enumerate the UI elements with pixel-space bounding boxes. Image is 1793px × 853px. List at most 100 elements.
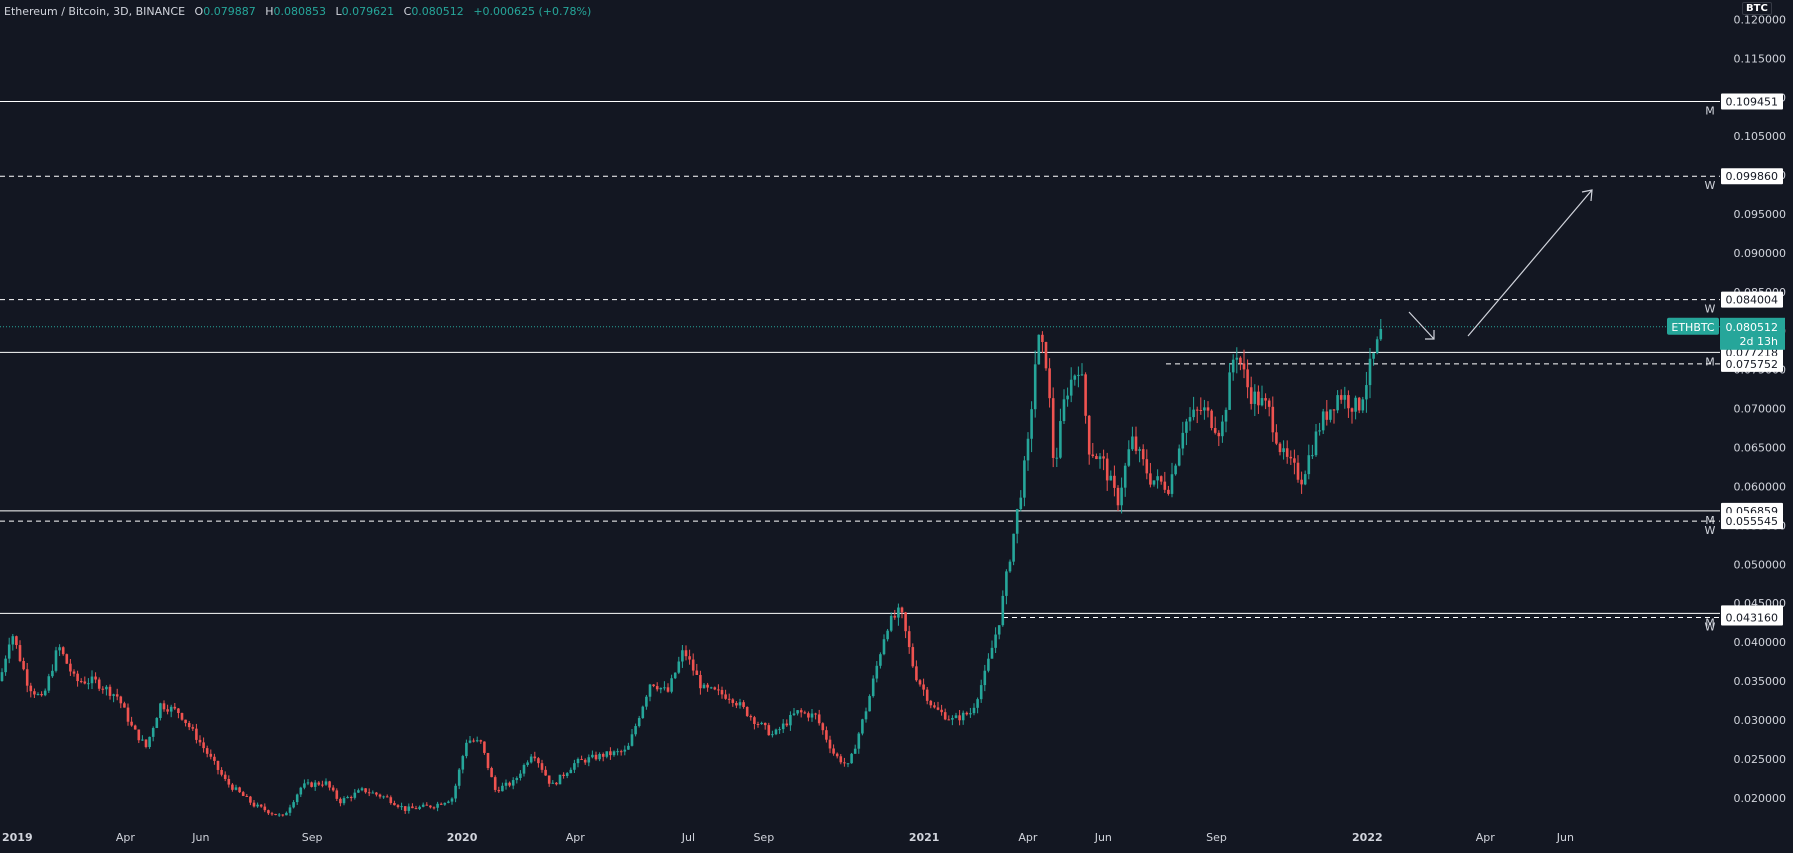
candle <box>1246 359 1249 399</box>
candle <box>1253 384 1257 417</box>
candle <box>695 663 699 676</box>
symbol-price-tag[interactable]: ETHBTC <box>1667 317 1719 335</box>
candle <box>439 802 443 805</box>
currency-label[interactable]: BTC <box>1742 2 1772 15</box>
candle <box>385 794 389 798</box>
candle <box>382 795 385 799</box>
candle <box>238 786 241 793</box>
candle <box>1314 423 1318 457</box>
candle <box>1235 347 1239 374</box>
candle <box>670 674 673 694</box>
candle <box>742 700 745 709</box>
time-tick-label: Apr <box>1476 831 1496 844</box>
time-tick-label: 2019 <box>2 831 33 844</box>
candle <box>871 675 875 698</box>
candle <box>1167 485 1170 496</box>
drawn-arrows[interactable] <box>1408 189 1593 340</box>
candle <box>443 802 447 806</box>
candle <box>774 728 778 736</box>
price-tick-label: 0.025000 <box>1734 753 1787 766</box>
open-label: O <box>194 5 204 18</box>
candle <box>148 736 151 749</box>
time-axis[interactable]: 2019 Apr Jun Sep 2020 Apr Jul Sep 2021 Apr Jun Sep 2… <box>0 825 1720 849</box>
candle <box>493 775 497 793</box>
candle <box>1098 453 1102 469</box>
close-value: 0.080512 <box>411 5 464 18</box>
level-timeframe-tag: W <box>1705 621 1716 634</box>
candle <box>533 751 537 762</box>
candle <box>22 657 25 671</box>
svg-text:0.099860: 0.099860 <box>1726 170 1779 183</box>
candle <box>1012 533 1015 566</box>
level-price-label[interactable]: 0.099860 <box>1721 168 1783 185</box>
candle <box>1285 440 1289 464</box>
candle <box>306 779 310 786</box>
candle <box>40 691 43 697</box>
candle <box>270 811 274 816</box>
candle <box>1116 485 1120 511</box>
candle <box>875 661 879 683</box>
projection-arrow-up-head <box>1581 189 1593 202</box>
candle <box>933 702 936 709</box>
candle <box>234 784 238 791</box>
level-timeframe-tag: W <box>1705 524 1716 537</box>
level-price-label[interactable]: 0.055545 <box>1721 513 1783 530</box>
time-tick-label: Jul <box>681 831 695 844</box>
candle <box>1051 387 1055 468</box>
candle <box>781 719 785 734</box>
candle <box>1026 432 1030 471</box>
candle <box>1375 336 1379 355</box>
candle <box>619 749 623 756</box>
candle <box>421 802 425 808</box>
candle <box>893 609 897 620</box>
candle <box>11 633 15 651</box>
candle <box>454 783 457 803</box>
candle <box>951 715 954 726</box>
candle <box>342 796 346 806</box>
candle <box>112 693 115 703</box>
candle <box>832 744 835 756</box>
candle <box>529 754 533 764</box>
candle <box>1289 450 1293 465</box>
level-price-label[interactable]: 0.109451 <box>1721 93 1783 110</box>
level-price-label[interactable]: 0.084004 <box>1721 291 1783 308</box>
candle <box>187 720 191 731</box>
candle <box>915 660 918 682</box>
candle <box>562 772 565 779</box>
candle <box>713 686 717 691</box>
candle <box>515 776 519 784</box>
candle <box>627 742 630 750</box>
candle <box>807 711 810 722</box>
candle <box>709 686 713 689</box>
candle <box>1105 452 1109 491</box>
candle <box>18 640 22 663</box>
candle <box>1221 415 1224 443</box>
candle <box>1062 389 1066 424</box>
candle <box>738 698 742 709</box>
level-price-label[interactable]: 0.075752 <box>1721 355 1783 372</box>
projection-arrow-up[interactable] <box>1467 189 1593 337</box>
candle <box>414 805 418 810</box>
candle <box>1001 590 1005 627</box>
price-axis[interactable]: 0.1200000.1150000.1100000.1050000.100000… <box>1720 0 1793 849</box>
candle <box>1113 465 1116 497</box>
projection-arrow-down[interactable] <box>1408 311 1435 340</box>
candle <box>1242 349 1246 379</box>
price-tick-label: 0.050000 <box>1734 558 1787 571</box>
candle <box>1275 424 1278 446</box>
candle <box>598 752 601 762</box>
candle <box>457 767 461 790</box>
candle <box>634 723 637 737</box>
candle <box>97 677 101 692</box>
level-price-label[interactable]: 0.043160 <box>1721 609 1783 626</box>
candle <box>1041 331 1044 354</box>
candle <box>87 678 90 690</box>
candle <box>835 752 839 759</box>
candle <box>519 770 522 781</box>
candle <box>83 676 87 685</box>
candle <box>429 805 432 809</box>
candle <box>580 755 583 760</box>
